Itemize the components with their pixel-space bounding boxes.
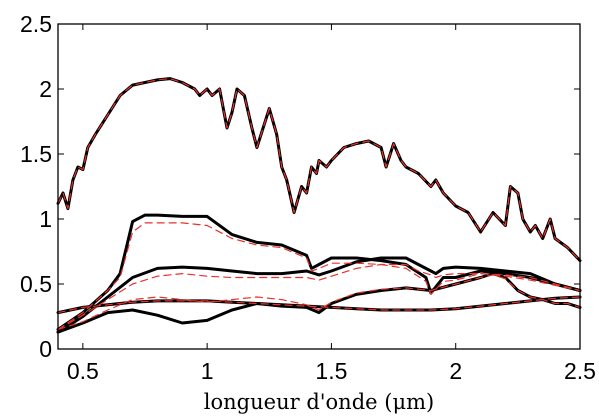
- measured-curve-2: [56, 213, 582, 331]
- y-tick-label: 1: [39, 206, 52, 232]
- x-axis-label: longueur d'onde (μm): [204, 390, 434, 414]
- measured-curve-4: [56, 256, 582, 334]
- model-curve-5: [57, 263, 581, 331]
- x-tick-label: 2.5: [564, 358, 596, 384]
- y-tick-label: 2: [39, 76, 52, 102]
- measured-curve-6: [56, 272, 582, 334]
- model-curve-7: [57, 274, 581, 331]
- plot-frame: [57, 23, 581, 350]
- y-tick-label: 0.5: [20, 271, 52, 297]
- x-tick-label: 0.5: [67, 358, 99, 384]
- x-tick-label: 1.5: [315, 358, 347, 384]
- y-tick-label: 0: [39, 336, 52, 362]
- model-curve-3: [57, 222, 581, 331]
- y-tick-label: 2.5: [20, 11, 52, 37]
- series-layer: [56, 77, 582, 334]
- x-tick-label: 2: [449, 358, 462, 384]
- x-tick-label: 1: [201, 358, 214, 384]
- ticks-layer: 0.5 1 1.5 2 2.5 0 0.5 1 1.5 2 2.5: [20, 11, 596, 384]
- model-curve-9: [57, 296, 581, 314]
- y-tick-label: 1.5: [20, 141, 52, 167]
- model-curve-1: [57, 78, 581, 262]
